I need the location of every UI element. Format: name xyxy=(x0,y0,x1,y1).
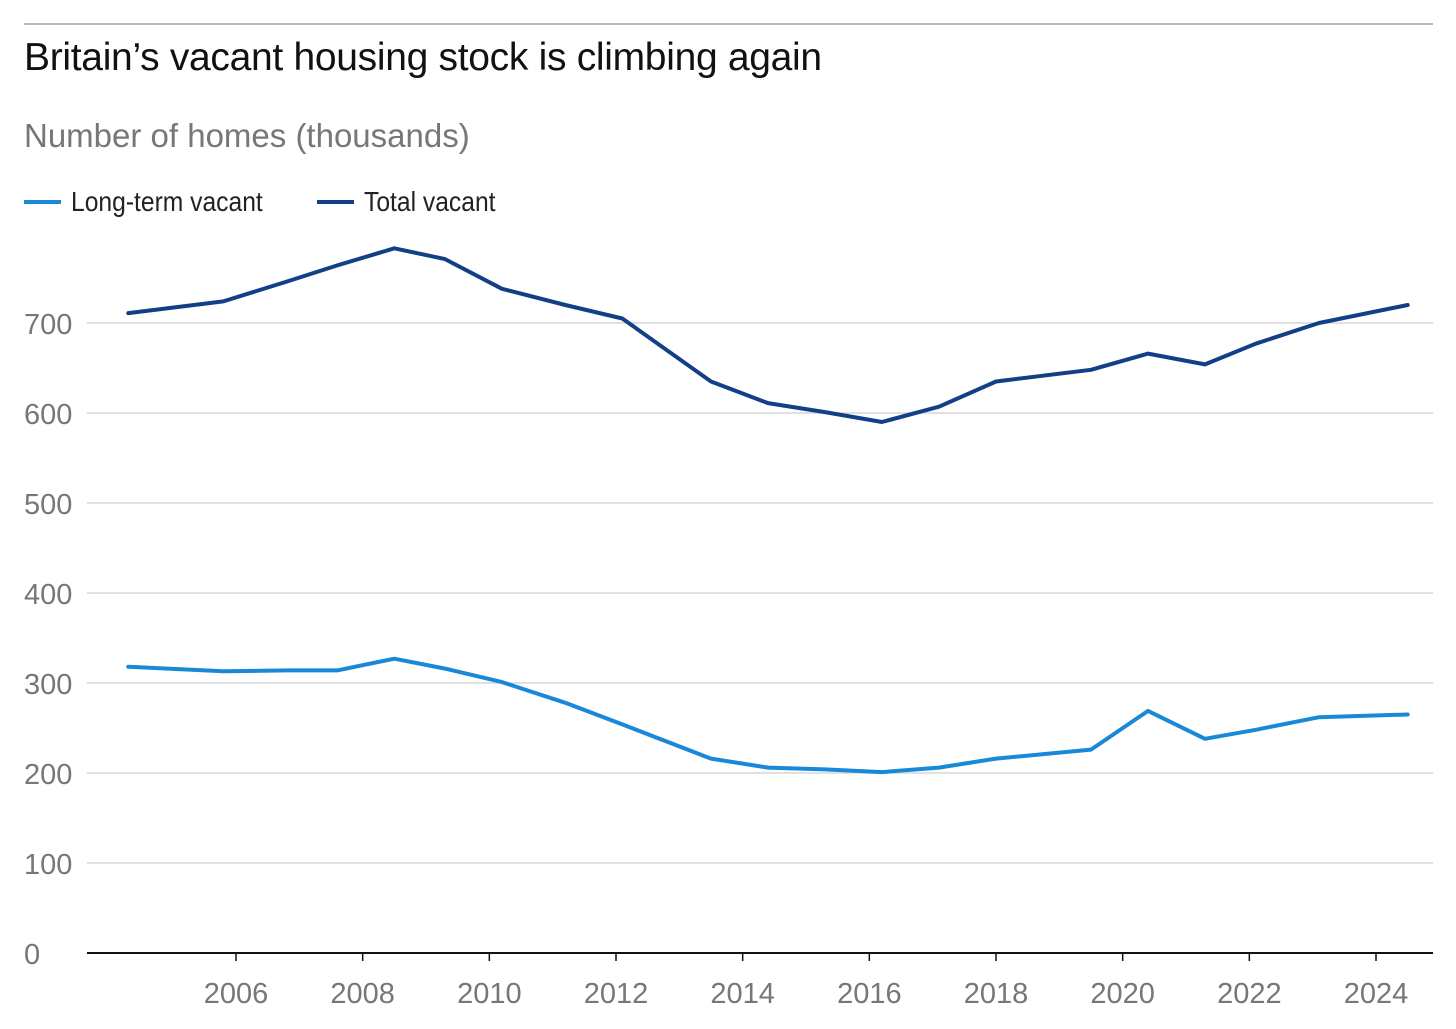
y-tick-label: 100 xyxy=(24,849,72,881)
legend-label-total: Total vacant xyxy=(363,186,496,217)
x-tick-label: 2024 xyxy=(1344,978,1409,1010)
x-tick-label: 2018 xyxy=(964,978,1029,1010)
gridlines xyxy=(87,322,1433,864)
x-tick-label: 2022 xyxy=(1217,978,1282,1010)
legend-item-long-term: Long-term vacant xyxy=(24,186,289,218)
x-tick-label: 2014 xyxy=(710,978,775,1010)
chart-subtitle: Number of homes (thousands) xyxy=(24,117,470,154)
series-lines xyxy=(126,246,1410,775)
x-tick-label: 2016 xyxy=(837,978,902,1010)
y-tick-label: 200 xyxy=(24,759,72,791)
axes: 0 100 200 300 400 500 600 700 2006 2008 2010 2012 20… xyxy=(24,309,1433,1010)
top-rule xyxy=(24,23,1433,25)
y-tick-label: 700 xyxy=(24,309,72,341)
y-tick-label: 600 xyxy=(24,399,72,431)
x-tick-label: 2012 xyxy=(584,978,649,1010)
legend-swatch-total xyxy=(316,200,354,204)
y-tick-label: 400 xyxy=(24,579,72,611)
series-line-total-vacant xyxy=(126,246,1410,424)
series-line-long-term-vacant xyxy=(126,656,1410,775)
y-tick-label: 500 xyxy=(24,489,72,521)
x-tick-label: 2010 xyxy=(457,978,522,1010)
legend-swatch-long-term xyxy=(24,200,61,204)
y-tick-label: 300 xyxy=(24,669,72,701)
x-tick-label: 2020 xyxy=(1090,978,1155,1010)
chart-title: Britain’s vacant housing stock is climbi… xyxy=(24,36,822,79)
x-tick-label: 2008 xyxy=(330,978,395,1010)
y-tick-label: 0 xyxy=(24,939,40,971)
legend-label-long-term: Long-term vacant xyxy=(71,186,263,217)
legend: Long-term vacant Total vacant xyxy=(24,186,541,218)
x-tick-label: 2006 xyxy=(204,978,269,1010)
legend-item-total: Total vacant xyxy=(316,186,513,218)
